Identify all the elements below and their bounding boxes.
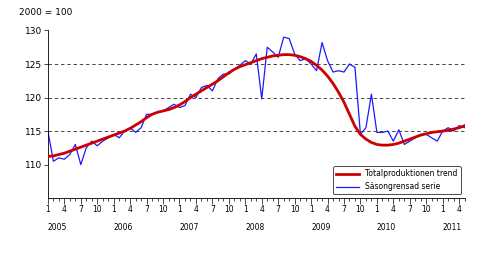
Text: 2008: 2008	[245, 223, 264, 232]
Text: 2011: 2011	[443, 223, 462, 232]
Text: 2005: 2005	[48, 223, 67, 232]
Text: 2010: 2010	[377, 223, 396, 232]
Legend: Totalproduktionen trend, Säsongrensad serie: Totalproduktionen trend, Säsongrensad se…	[333, 166, 461, 194]
Text: 2000 = 100: 2000 = 100	[19, 8, 72, 17]
Text: 2007: 2007	[180, 223, 199, 232]
Text: 2009: 2009	[311, 223, 331, 232]
Text: 2006: 2006	[114, 223, 133, 232]
